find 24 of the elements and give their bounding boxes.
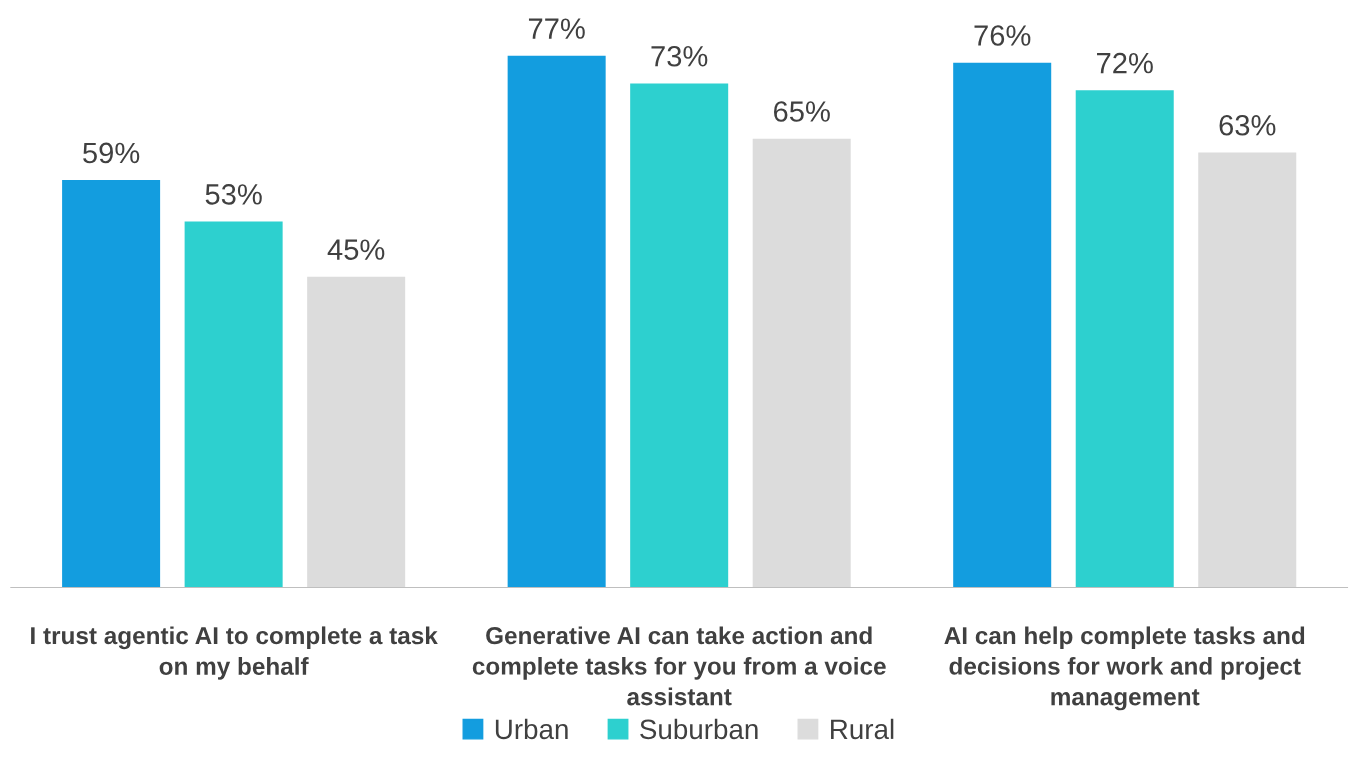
data-label: 73% xyxy=(651,45,708,67)
bar xyxy=(184,221,283,588)
bar xyxy=(62,180,161,588)
bar xyxy=(1075,90,1174,588)
x-tick-label: AI can help complete tasks and decisions for work and project management xyxy=(944,626,1305,711)
x-tick-label: I trust agentic AI to complete a task on my behalf xyxy=(31,626,438,680)
data-label: 72% xyxy=(1097,52,1153,74)
legend-label: Urban xyxy=(495,718,568,740)
bar xyxy=(507,55,606,588)
legend-label: Suburban xyxy=(640,718,758,740)
bar xyxy=(307,276,406,588)
data-label: 76% xyxy=(974,25,1031,46)
x-tick-label: Generative AI can take action and complete tasks for you from a voice assistant xyxy=(472,626,886,706)
data-label: 77% xyxy=(528,18,585,39)
data-label: 63% xyxy=(1219,114,1276,136)
data-label: 59% xyxy=(83,142,140,164)
data-label: 65% xyxy=(774,101,830,122)
bar xyxy=(752,138,851,588)
data-label: 45% xyxy=(327,239,385,260)
data-label: 53% xyxy=(205,184,262,205)
legend-label: Rural xyxy=(831,718,894,740)
bar xyxy=(1198,152,1297,588)
bar xyxy=(953,62,1052,588)
bar xyxy=(630,83,729,588)
